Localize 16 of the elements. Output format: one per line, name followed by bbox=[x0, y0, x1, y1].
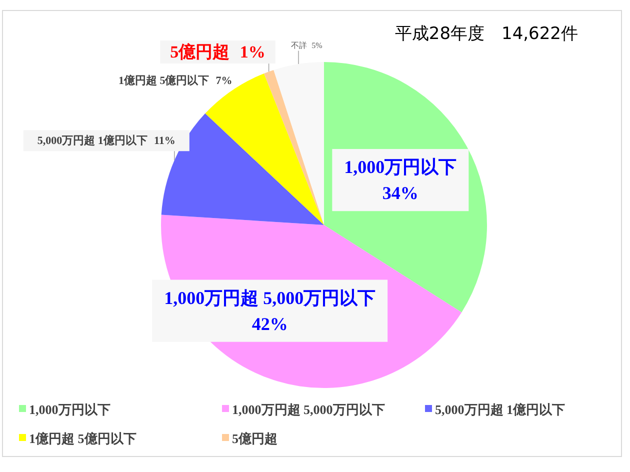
data-label: 1% bbox=[240, 42, 266, 62]
data-label: 5% bbox=[312, 40, 323, 50]
data-label: 42% bbox=[252, 314, 288, 334]
slice-label: 1,000万円以下 bbox=[344, 156, 457, 177]
legend-label: 1億円超 5億円以下 bbox=[29, 431, 136, 446]
legend-label: 1,000万円超 5,000万円以下 bbox=[232, 402, 385, 417]
legend-label: 5億円超 bbox=[232, 431, 278, 446]
slice-label: 5億円超 bbox=[170, 42, 230, 62]
legend-label: 1,000万円以下 bbox=[29, 402, 110, 417]
data-label: 11% bbox=[154, 135, 176, 148]
slice-label: 不詳 bbox=[290, 40, 307, 50]
data-label: 34% bbox=[382, 183, 418, 204]
slice-label: 5,000万円超 1億円以下 bbox=[37, 134, 148, 148]
chart-title: 平成28年度 14,622件 bbox=[394, 24, 578, 44]
legend-label: 5,000万円超 1億円以下 bbox=[435, 402, 565, 417]
slice-label: 1,000万円超 5,000万円以下 bbox=[164, 288, 376, 308]
